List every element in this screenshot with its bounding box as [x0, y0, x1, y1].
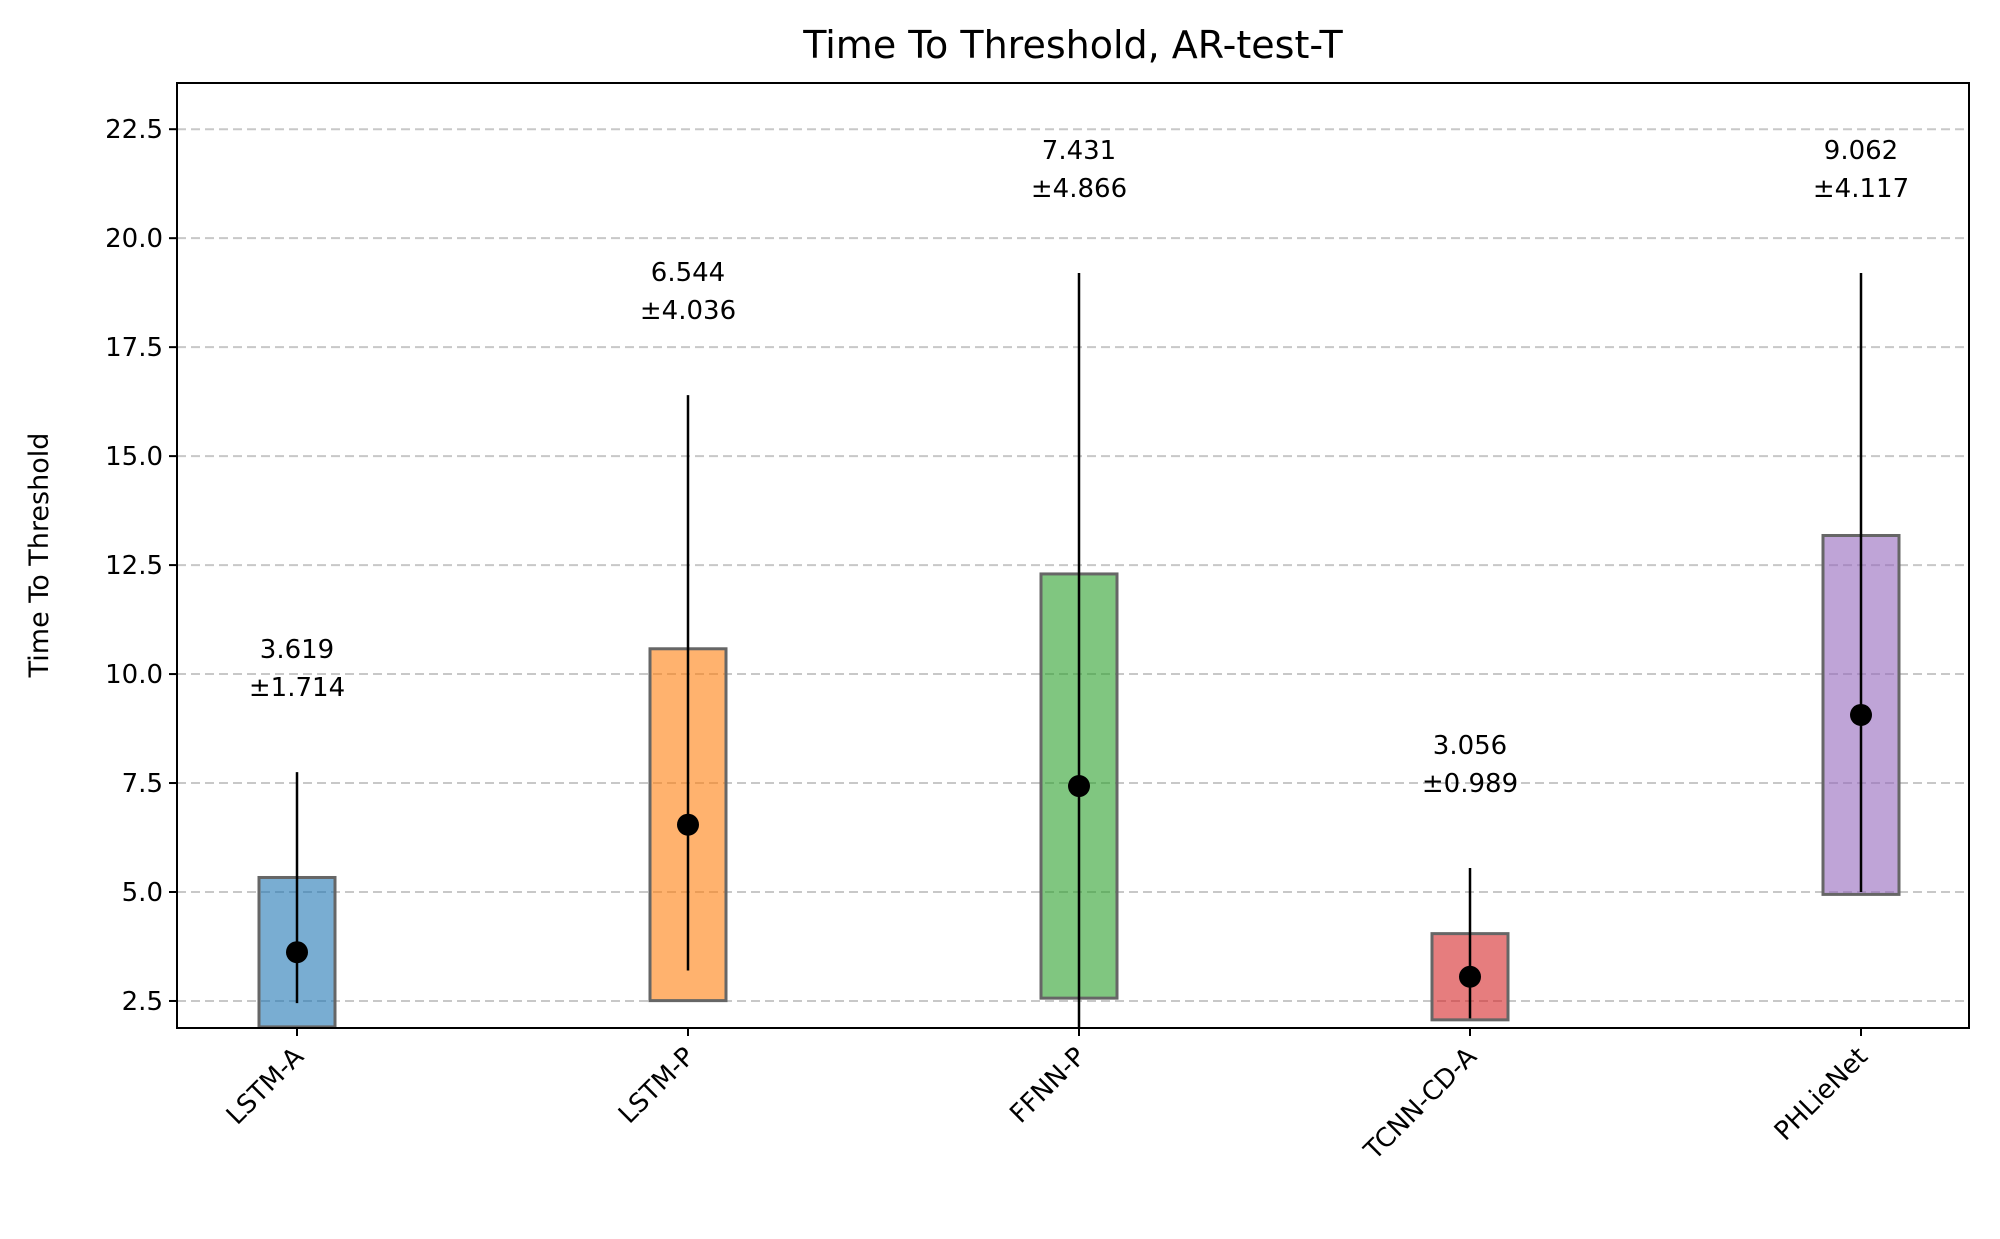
error-label: ±4.866: [1031, 174, 1127, 204]
plot-frame: [176, 82, 1970, 1029]
y-tick-label: 2.5: [122, 987, 163, 1017]
mean-dot: [677, 813, 699, 836]
plot-area: [257, 273, 1901, 1028]
chart-title: Time To Threshold, AR-test-T: [802, 23, 1343, 67]
value-label: 6.544: [651, 258, 725, 288]
error-label: ±4.036: [640, 296, 736, 326]
y-tick-label: 10.0: [105, 660, 163, 690]
x-tick-label: LSTM-P: [613, 1042, 701, 1130]
value-label: 3.619: [260, 635, 334, 665]
y-tick-label: 17.5: [105, 333, 163, 363]
value-label: 3.056: [1433, 731, 1507, 761]
error-label: ±4.117: [1813, 174, 1909, 204]
y-tick-label: 7.5: [122, 769, 163, 799]
mean-dot: [1850, 703, 1872, 726]
y-tick-label: 15.0: [105, 442, 163, 472]
error-label: ±1.714: [249, 673, 345, 703]
value-label: 9.062: [1824, 136, 1898, 166]
y-axis-label: Time To Threshold: [24, 433, 55, 679]
y-tick-label: 22.5: [105, 115, 163, 145]
error-label: ±0.989: [1422, 769, 1518, 799]
x-tick-label: LSTM-A: [221, 1042, 310, 1131]
x-tick-label: TCNN-CD-A: [1358, 1042, 1483, 1167]
y-tick-label: 5.0: [122, 878, 163, 908]
labels: 2.5 5.0 7.5 10.0 12.5 15.0 17.5 20.0 22.5 LSTM-A 3…: [105, 115, 1909, 1166]
value-label: 7.431: [1042, 136, 1116, 166]
x-tick-label: FFNN-P: [1004, 1042, 1092, 1130]
mean-dot: [286, 941, 308, 964]
mean-dot: [1068, 775, 1090, 798]
y-tick-label: 12.5: [105, 551, 163, 581]
x-tick-label: PHLieNet: [1769, 1042, 1874, 1147]
y-tick-label: 20.0: [105, 224, 163, 254]
mean-dot: [1459, 965, 1481, 988]
